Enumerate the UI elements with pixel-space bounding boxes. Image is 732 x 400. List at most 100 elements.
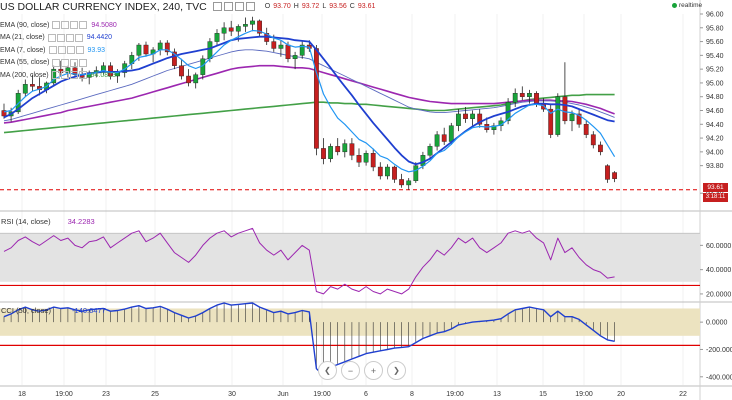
price-tick-label: 94.80 [706,94,724,101]
ohlc-key: L [322,3,327,10]
indicator-legend-row[interactable]: MA (200, close) 94.0813 [0,71,116,79]
candle-body [51,68,57,84]
candle-body [314,48,319,149]
ohlc-key: C [349,3,355,10]
indicator-label: EMA (55, close) [0,59,50,66]
scroll-right-icon[interactable]: ❯ [387,361,406,380]
candle-body [385,166,390,177]
header-tool-boxes[interactable] [212,2,255,11]
scroll-controls: ❮ − + ❯ [318,361,406,380]
indicator-value: 94.5080 [91,21,117,29]
price-tick-label: 96.00 [706,12,724,19]
candle-body [221,27,227,34]
indicator-legend-row[interactable]: EMA (90, close) 94.5080 [0,21,117,29]
indicator-settings-boxes[interactable] [52,58,88,67]
price-tick-label: 95.40 [706,53,724,60]
candle-body [427,146,433,156]
candle-body [285,44,291,60]
candle-body [214,33,220,42]
candle-body [30,84,35,87]
candle-body [519,93,525,97]
candle-body [363,153,369,163]
candle-body [612,172,618,179]
candle-body [136,44,142,56]
candle-body [441,134,447,142]
candle-body [477,113,483,125]
candle-body [328,146,333,159]
chart-title: US DOLLAR CURRENCY INDEX, 240, TVC [0,0,207,13]
candle-body [193,74,199,84]
indicator-label: MA (21, close) [0,34,45,41]
x-tick-label: 19:00 [575,391,593,398]
price-tick-label: 94.20 [706,136,724,143]
zoom-out-icon[interactable]: − [341,361,360,380]
ohlc-value: 93.70 [273,3,291,10]
indicator-legend-row[interactable]: EMA (55, close) [0,58,91,67]
price-tick-label: 95.60 [706,39,724,46]
rsi-value: 34.2283 [67,217,95,226]
candle-body [569,113,575,122]
candle-body [370,153,376,168]
x-tick-label: 30 [228,391,236,398]
x-tick-label: 8 [410,391,414,398]
price-tick-label: 94.00 [706,149,724,156]
indicator-legend-row[interactable]: EMA (7, close) 93.93 [0,46,105,54]
x-tick-label: 15 [539,391,547,398]
candle-body [413,165,419,182]
indicator-settings-boxes[interactable] [47,33,83,42]
ohlc-value: 93.61 [357,3,376,10]
candle-body [576,113,582,125]
realtime-indicator[interactable]: realtime [672,2,702,9]
candle-body [598,144,603,153]
candle-body [292,55,298,60]
indicator-legend-row[interactable]: MA (21, close) 94.4420 [0,33,112,42]
indicator-label: EMA (90, close) [0,21,50,29]
candle-body [207,41,213,60]
x-tick-label: 25 [151,391,159,398]
candle-body [22,84,28,94]
candle-body [342,143,348,153]
ohlc-readout: O 93.70 H 93.72 L 93.56 C 93.61 [265,3,376,10]
candle-body [271,41,277,49]
rsi-legend: RSI (14, close) 34.2283 [1,217,95,226]
price-tick-label: 95.20 [706,67,724,74]
scroll-left-icon[interactable]: ❮ [318,361,337,380]
candle-body [583,124,589,135]
candle-body [179,65,184,77]
candle-body [356,155,362,163]
ohlc-value: 93.72 [301,3,320,10]
candle-body [100,65,106,71]
x-tick-label: 18 [18,391,26,398]
x-tick-label: Jun [277,391,288,398]
indicator-label: MA (200, close) [0,71,49,79]
indicator-settings-boxes[interactable] [52,21,88,29]
candle-body [562,96,568,122]
rsi-tick-label: 40.0000 [706,267,731,274]
candle-body [605,165,610,180]
candle-body [143,44,149,55]
indicator-settings-boxes[interactable] [51,71,87,79]
zoom-in-icon[interactable]: + [364,361,383,380]
candle-body [463,113,468,119]
candle-body [555,96,561,135]
candle-body [590,134,596,146]
x-tick-label: 22 [679,391,687,398]
cci-value: -140.6477 [72,306,106,315]
candle-body [235,26,241,32]
candle-body [321,148,326,159]
candle-body [399,179,404,186]
candle-body [406,180,412,186]
cci-label: CCI (50, close) [1,306,52,315]
candle-body [186,75,191,84]
indicator-settings-boxes[interactable] [48,46,84,54]
x-tick-label: 6 [364,391,368,398]
price-tick-label: 95.00 [706,80,724,87]
x-tick-label: 20 [617,391,625,398]
candle-body [15,93,21,113]
chart-header: US DOLLAR CURRENCY INDEX, 240, TVC O 93.7… [0,0,375,13]
candle-body [108,65,113,77]
cci-tick-label: 0.0000 [706,320,728,327]
rsi-band [0,233,700,282]
